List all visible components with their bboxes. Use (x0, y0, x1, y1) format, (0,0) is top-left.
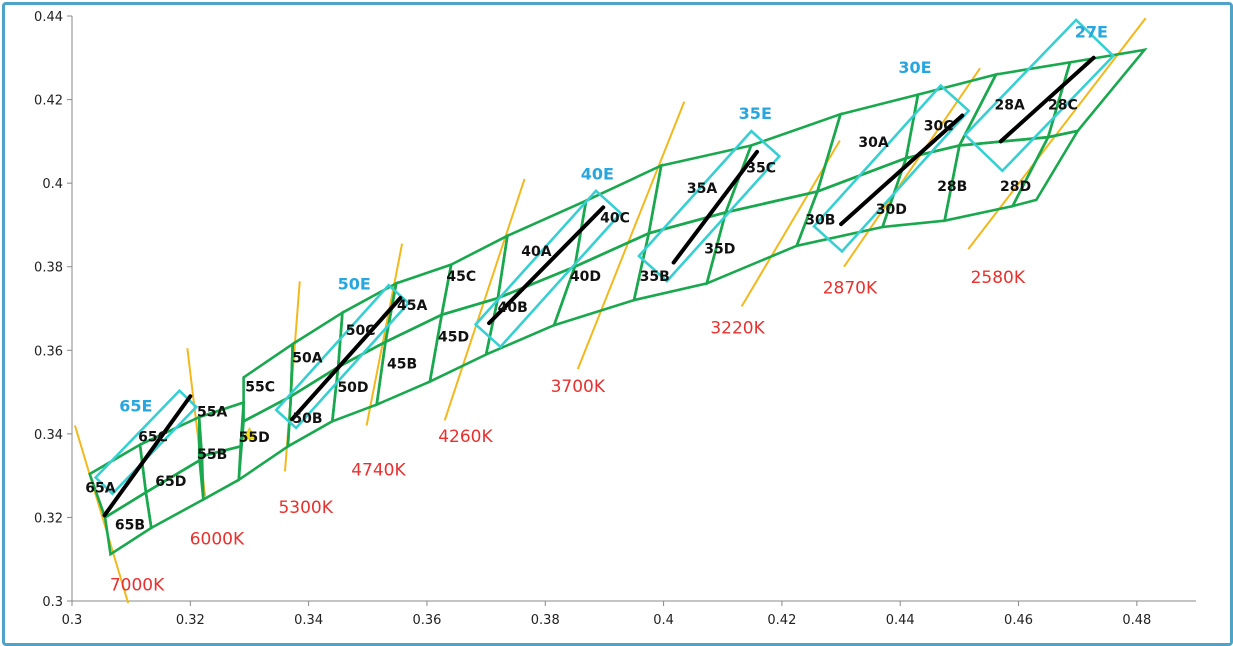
x-tick-label: 0.38 (531, 613, 560, 628)
cct-label-4740k: 4740K (351, 460, 406, 480)
bin-label-65a: 65A (85, 480, 115, 496)
bin-quad-65d (144, 456, 205, 530)
ellipse-30e (812, 83, 971, 254)
bin-quad-28d (1010, 129, 1081, 209)
x-tick-label: 0.3 (62, 613, 83, 628)
y-tick-label: 0.32 (34, 511, 63, 526)
ellipse-label-40e: 40E (581, 165, 614, 184)
cct-label-2870k: 2870K (823, 279, 878, 299)
bin-label-40d: 40D (570, 269, 601, 285)
bin-label-45c: 45C (446, 269, 476, 285)
bbl-segment (671, 149, 760, 265)
x-tick-label: 0.46 (1004, 613, 1033, 628)
ellipse-50e (274, 283, 411, 430)
x-tick-label: 0.36 (412, 613, 441, 628)
ellipse-27e (963, 18, 1116, 173)
cct-label-5300k: 5300K (278, 498, 333, 518)
cct-label-4260k: 4260K (438, 427, 493, 447)
bin-label-30d: 30D (876, 202, 907, 218)
bin-quad-40d (552, 231, 651, 328)
bbl-segment (839, 113, 965, 227)
x-tick-label: 0.44 (886, 613, 915, 628)
bin-label-28d: 28D (1000, 179, 1031, 195)
ellipse-40e (473, 188, 623, 349)
ellipse-35e (637, 129, 782, 283)
bin-label-28c: 28C (1048, 98, 1078, 114)
bin-label-40b: 40B (498, 300, 528, 316)
bin-label-45a: 45A (397, 298, 427, 314)
ellipse-label-50e: 50E (338, 274, 371, 293)
bin-label-50a: 50A (292, 350, 322, 366)
ellipse-label-30e: 30E (898, 58, 931, 77)
bin-label-40a: 40A (521, 244, 551, 260)
y-tick-label: 0.38 (34, 261, 63, 276)
bin-label-65b: 65B (115, 518, 145, 534)
x-tick-label: 0.32 (176, 613, 205, 628)
bin-label-55b: 55B (197, 447, 227, 463)
x-tick-label: 0.42 (767, 613, 796, 628)
ellipse-label-27e: 27E (1075, 22, 1108, 41)
bin-label-30a: 30A (858, 135, 888, 151)
bin-label-30b: 30B (805, 212, 835, 228)
bbl-segment (998, 55, 1096, 144)
y-tick-label: 0.36 (34, 344, 63, 359)
y-tick-label: 0.42 (34, 94, 63, 109)
x-tick-label: 0.4 (653, 613, 674, 628)
bin-label-40c: 40C (600, 210, 630, 226)
cct-line-2580k (967, 17, 1147, 250)
triangle-marker (242, 427, 257, 440)
y-tick-label: 0.4 (42, 177, 63, 192)
cct-line-3700k (576, 101, 686, 370)
bin-label-65c: 65C (138, 429, 168, 445)
cct-label-3700k: 3700K (551, 377, 606, 397)
cct-line-4740k (365, 243, 404, 426)
bin-label-35a: 35A (687, 181, 717, 197)
bin-label-55c: 55C (245, 380, 275, 396)
bin-label-35c: 35C (746, 160, 776, 176)
bin-label-45b: 45B (387, 357, 417, 373)
bin-label-55a: 55A (197, 405, 227, 421)
bin-label-45d: 45D (438, 329, 469, 345)
cct-label-3220k: 3220K (710, 318, 765, 338)
bin-label-55d: 55D (239, 430, 270, 446)
cct-line-4260k (443, 178, 526, 421)
bin-label-30c: 30C (924, 118, 954, 134)
bbl-segment (290, 296, 403, 422)
cct-line-2870k (843, 67, 981, 268)
ellipse-label-65e: 65E (119, 396, 152, 415)
bin-label-35d: 35D (704, 242, 735, 258)
y-tick-label: 0.34 (34, 428, 63, 443)
bin-label-50d: 50D (337, 380, 368, 396)
cct-label-7000k: 7000K (110, 575, 165, 595)
bin-label-35b: 35B (640, 269, 670, 285)
bin-label-28b: 28B (937, 179, 967, 195)
x-tick-label: 0.34 (294, 613, 323, 628)
ellipse-label-35e: 35E (739, 104, 772, 123)
bbl-segment (102, 394, 193, 518)
y-tick-label: 0.44 (34, 10, 63, 25)
x-tick-label: 0.48 (1122, 613, 1151, 628)
bin-label-65d: 65D (155, 474, 186, 490)
cct-label-6000k: 6000K (190, 529, 245, 549)
bin-label-28a: 28A (994, 98, 1024, 114)
cct-label-2580k: 2580K (971, 268, 1026, 288)
y-tick-label: 0.3 (42, 595, 63, 610)
bin-label-50c: 50C (346, 323, 376, 339)
cct-line-7000k (74, 425, 130, 604)
bbl-segment (487, 205, 606, 326)
bin-label-50b: 50B (292, 411, 322, 427)
